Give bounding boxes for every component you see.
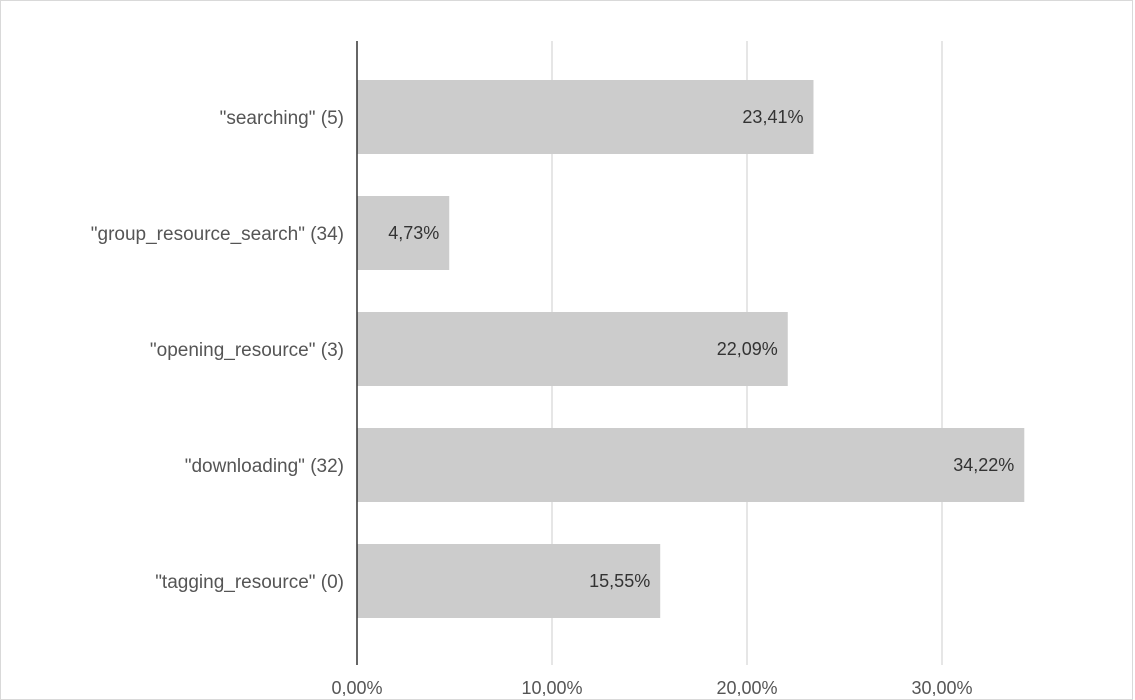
bar (357, 196, 450, 270)
bar (357, 428, 1025, 502)
category-label: "group_resource_search" (34) (91, 224, 344, 245)
labels: 0,00% 10,00% 20,00% 30,00% 23,41% "searching"… (91, 107, 1015, 696)
category-label: "downloading" (32) (185, 456, 344, 477)
category-label: "opening_resource" (3) (150, 340, 344, 361)
bar-value-label: 34,22% (953, 455, 1014, 475)
bar-value-label: 23,41% (742, 107, 803, 127)
x-tick-label: 30,00% (911, 678, 972, 696)
category-label: "searching" (5) (220, 108, 344, 129)
bar (357, 80, 814, 154)
bar (357, 544, 661, 618)
category-label: "tagging_resource" (0) (155, 572, 344, 593)
x-tick-label: 20,00% (716, 678, 777, 696)
bars (357, 80, 1025, 618)
bar-value-label: 22,09% (717, 339, 778, 359)
bar (357, 312, 788, 386)
x-tick-label: 10,00% (521, 678, 582, 696)
x-tick-label: 0,00% (331, 678, 382, 696)
bar-value-label: 4,73% (388, 223, 439, 243)
bar-value-label: 15,55% (589, 571, 650, 591)
